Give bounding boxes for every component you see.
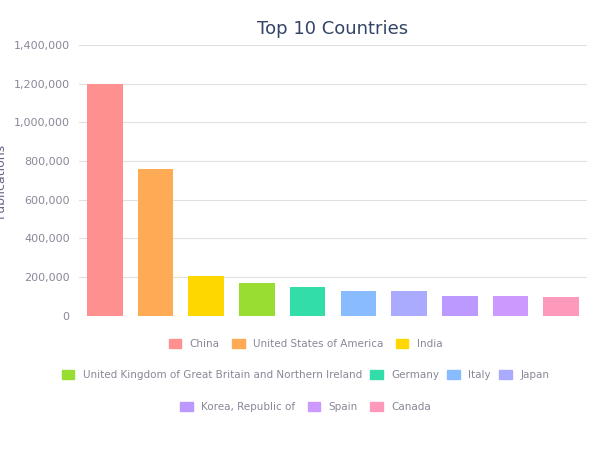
Bar	[391, 291, 427, 316]
Bar	[543, 297, 579, 316]
Bar	[87, 84, 123, 316]
Bar	[290, 287, 326, 316]
Bar	[492, 296, 529, 316]
Bar	[239, 283, 275, 316]
Legend: United Kingdom of Great Britain and Northern Ireland, Germany, Italy, Japan: United Kingdom of Great Britain and Nort…	[62, 370, 549, 380]
Legend: China, United States of America, India: China, United States of America, India	[169, 339, 442, 349]
Y-axis label: Publications: Publications	[0, 143, 7, 218]
Bar	[340, 290, 376, 316]
Title: Top 10 Countries: Top 10 Countries	[257, 20, 409, 38]
Bar	[137, 169, 174, 316]
Polygon shape	[191, 433, 203, 445]
Bar	[188, 276, 224, 316]
Text: Images by scinapse © all rights reserved.: Images by scinapse © all rights reserved…	[167, 424, 444, 437]
Bar	[442, 296, 478, 316]
Legend: Korea, Republic of, Spain, Canada: Korea, Republic of, Spain, Canada	[180, 402, 431, 412]
Polygon shape	[188, 417, 200, 428]
